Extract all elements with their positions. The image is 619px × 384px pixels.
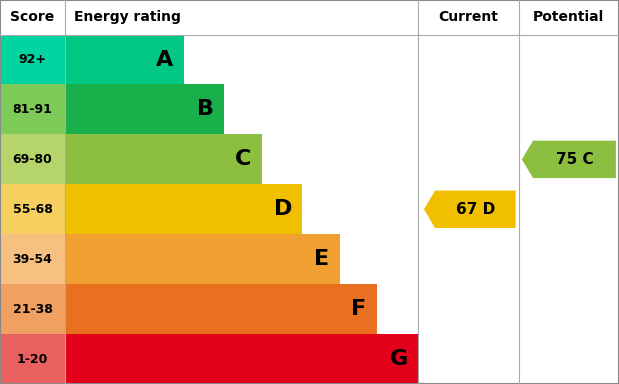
Bar [0, 334, 65, 384]
Text: B: B [197, 99, 214, 119]
Text: 92+: 92+ [19, 53, 46, 66]
Text: D: D [274, 199, 293, 219]
Text: 81-91: 81-91 [12, 103, 53, 116]
Text: F: F [352, 299, 366, 319]
Text: C: C [235, 149, 251, 169]
Text: 67 D: 67 D [456, 202, 495, 217]
Text: 1-20: 1-20 [17, 353, 48, 366]
Bar [65, 234, 340, 284]
Text: 75 C: 75 C [556, 152, 594, 167]
Text: G: G [390, 349, 409, 369]
Bar [65, 134, 262, 184]
Text: 39-54: 39-54 [12, 253, 53, 266]
Bar [65, 284, 378, 334]
Text: Current: Current [438, 10, 498, 24]
Text: A: A [157, 50, 173, 70]
Text: 21-38: 21-38 [12, 303, 53, 316]
Bar [0, 35, 65, 84]
Bar [65, 334, 418, 384]
Text: Potential: Potential [533, 10, 605, 24]
Bar [65, 184, 302, 234]
Text: 55-68: 55-68 [12, 203, 53, 216]
Text: 69-80: 69-80 [12, 153, 53, 166]
Text: E: E [314, 249, 329, 269]
Bar [65, 84, 224, 134]
Bar [0, 134, 65, 184]
Bar [0, 84, 65, 134]
Text: Score: Score [11, 10, 54, 24]
Bar [65, 35, 183, 84]
Polygon shape [522, 141, 616, 178]
Bar [0, 284, 65, 334]
Bar [0, 234, 65, 284]
Polygon shape [424, 190, 516, 228]
Bar [0, 184, 65, 234]
Text: Energy rating: Energy rating [74, 10, 181, 24]
